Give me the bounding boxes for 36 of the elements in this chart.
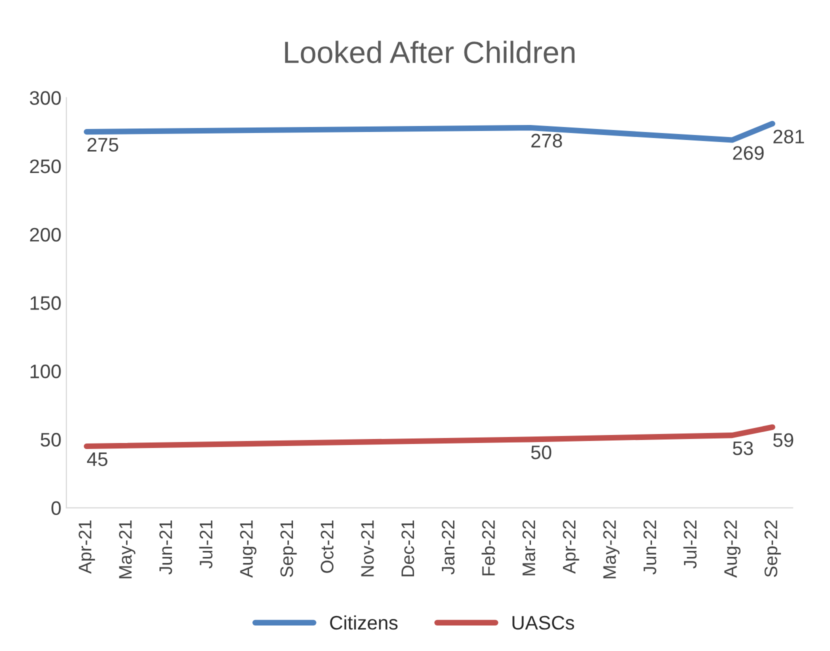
data-label: 50 (531, 445, 552, 460)
y-tick-label: 200 (30, 228, 61, 242)
data-label: 278 (531, 134, 562, 148)
data-label: 281 (773, 130, 804, 144)
y-tick-label: 300 (30, 91, 61, 105)
x-tick-label: Jun-21 (159, 520, 172, 575)
data-label: 45 (87, 452, 108, 466)
x-tick-label: Dec-21 (401, 520, 414, 576)
legend-label: Citizens (330, 615, 398, 630)
data-label: 53 (732, 441, 753, 456)
x-tick-label: May-22 (603, 520, 620, 578)
y-tick-label: 100 (30, 364, 61, 378)
x-tick-label: Jun-22 (643, 520, 656, 575)
x-tick-label: Apr-21 (78, 520, 95, 574)
y-tick-label: 50 (40, 432, 61, 447)
y-tick-label: 250 (30, 159, 61, 174)
x-tick-label: Nov-21 (361, 520, 374, 576)
x-tick-label: Apr-22 (562, 520, 580, 574)
y-tick-label: 150 (30, 296, 61, 310)
x-tick-label: Jul-22 (683, 520, 697, 568)
x-tick-label: Mar-22 (522, 520, 536, 576)
x-tick-label: Oct-21 (320, 520, 334, 573)
legend-label: UASCs (512, 616, 574, 630)
x-tick-label: Jan-22 (442, 520, 455, 575)
chart-title: Looked After Children (285, 40, 574, 64)
x-tick-label: Feb-22 (482, 520, 495, 576)
y-tick-label: 0 (51, 501, 61, 516)
x-tick-label: Jul-21 (199, 520, 212, 568)
x-tick-label: May-21 (118, 520, 136, 578)
data-label: 275 (88, 138, 118, 152)
x-tick-label: Sep-22 (764, 520, 781, 577)
x-tick-label: Aug-22 (724, 520, 741, 578)
x-tick-label: Sep-21 (280, 520, 297, 577)
data-label: 59 (773, 433, 794, 447)
x-tick-label: Aug-21 (240, 520, 256, 578)
data-label: 269 (733, 146, 764, 160)
